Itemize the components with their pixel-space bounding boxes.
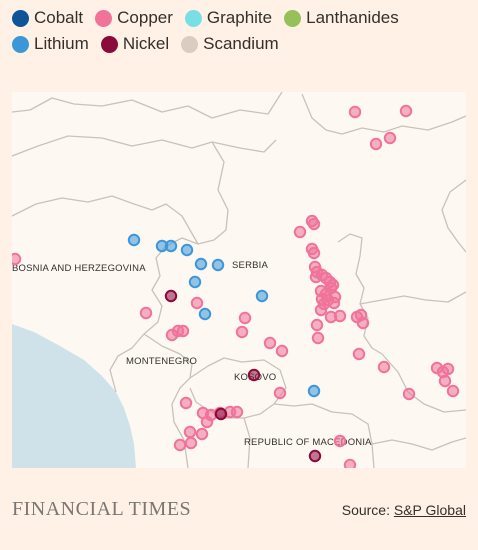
lithium-site-marker[interactable] bbox=[180, 243, 194, 257]
site-markers bbox=[12, 104, 460, 468]
copper-site-marker[interactable] bbox=[273, 386, 287, 400]
legend-item-lithium: Lithium bbox=[12, 32, 89, 56]
copper-site-marker[interactable] bbox=[12, 252, 22, 266]
copper-site-marker[interactable] bbox=[230, 405, 244, 419]
legend-swatch bbox=[284, 9, 302, 27]
label-bosnia: BOSNIA AND HERZEGOVINA bbox=[12, 263, 146, 274]
copper-site-marker[interactable] bbox=[441, 362, 455, 376]
source-link[interactable]: S&P Global bbox=[393, 502, 466, 518]
legend-swatch bbox=[181, 35, 199, 53]
footer: FINANCIAL TIMES Source: S&P Global bbox=[12, 498, 466, 521]
lithium-site-marker[interactable] bbox=[307, 384, 321, 398]
copper-site-marker[interactable] bbox=[356, 316, 370, 330]
copper-site-marker[interactable] bbox=[238, 311, 252, 325]
lithium-site-marker[interactable] bbox=[127, 233, 141, 247]
copper-site-marker[interactable] bbox=[383, 131, 397, 145]
map[interactable]: BOSNIA AND HERZEGOVINA SERBIA MONTENEGRO… bbox=[12, 92, 466, 468]
legend-item-cobalt: Cobalt bbox=[12, 6, 83, 30]
legend-label: Nickel bbox=[122, 34, 170, 53]
legend-label: Scandium bbox=[203, 34, 279, 53]
source-credit: Source: S&P Global bbox=[342, 502, 466, 518]
copper-site-marker[interactable] bbox=[190, 296, 204, 310]
legend-label: Graphite bbox=[206, 8, 273, 27]
lithium-site-marker[interactable] bbox=[164, 239, 178, 253]
legend-label: Lithium bbox=[34, 34, 89, 53]
copper-site-marker[interactable] bbox=[348, 105, 362, 119]
legend: Cobalt Copper Graphite Lanthanides Lithium Ni… bbox=[12, 6, 472, 56]
copper-site-marker[interactable] bbox=[173, 438, 187, 452]
lithium-site-marker[interactable] bbox=[188, 275, 202, 289]
copper-site-marker[interactable] bbox=[327, 296, 341, 310]
adriatic-sea bbox=[12, 324, 136, 468]
copper-site-marker[interactable] bbox=[352, 347, 366, 361]
brand-logo: FINANCIAL TIMES bbox=[12, 498, 192, 520]
copper-site-marker[interactable] bbox=[179, 396, 193, 410]
copper-site-marker[interactable] bbox=[310, 318, 324, 332]
copper-site-marker[interactable] bbox=[377, 360, 391, 374]
copper-site-marker[interactable] bbox=[195, 427, 209, 441]
legend-item-lanthanides: Lanthanides bbox=[284, 6, 399, 30]
copper-site-marker[interactable] bbox=[235, 325, 249, 339]
copper-site-marker[interactable] bbox=[314, 303, 328, 317]
copper-site-marker[interactable] bbox=[275, 344, 289, 358]
copper-site-marker[interactable] bbox=[369, 137, 383, 151]
copper-site-marker[interactable] bbox=[438, 374, 452, 388]
legend-item-copper: Copper bbox=[95, 6, 173, 30]
copper-site-marker[interactable] bbox=[333, 309, 347, 323]
copper-site-marker[interactable] bbox=[399, 104, 413, 118]
legend-swatch bbox=[12, 9, 29, 27]
legend-item-scandium: Scandium bbox=[181, 32, 279, 56]
legend-swatch bbox=[100, 35, 118, 53]
lithium-site-marker[interactable] bbox=[255, 289, 269, 303]
nickel-site-marker[interactable] bbox=[214, 407, 228, 421]
label-montenegro: MONTENEGRO bbox=[126, 356, 197, 367]
copper-site-marker[interactable] bbox=[446, 384, 460, 398]
lithium-site-marker[interactable] bbox=[198, 307, 212, 321]
country-borders bbox=[12, 92, 466, 468]
legend-swatch bbox=[184, 9, 202, 27]
legend-item-graphite: Graphite bbox=[184, 6, 273, 30]
copper-site-marker[interactable] bbox=[305, 242, 319, 256]
copper-site-marker[interactable] bbox=[307, 217, 321, 231]
copper-site-marker[interactable] bbox=[183, 425, 197, 439]
copper-site-marker[interactable] bbox=[402, 387, 416, 401]
nickel-site-marker[interactable] bbox=[308, 449, 322, 463]
legend-swatch bbox=[95, 9, 113, 27]
lithium-site-marker[interactable] bbox=[211, 258, 225, 272]
label-macedonia: REPUBLIC OF MACEDONIA bbox=[244, 437, 372, 448]
nickel-site-marker[interactable] bbox=[247, 368, 261, 382]
copper-site-marker[interactable] bbox=[263, 336, 277, 350]
source-prefix: Source: bbox=[341, 502, 394, 518]
copper-site-marker[interactable] bbox=[311, 331, 325, 345]
lithium-site-marker[interactable] bbox=[194, 257, 208, 271]
legend-item-nickel: Nickel bbox=[100, 32, 170, 56]
legend-label: Cobalt bbox=[34, 8, 84, 27]
label-serbia: SERBIA bbox=[232, 260, 269, 271]
legend-label: Lanthanides bbox=[306, 8, 399, 27]
copper-site-marker[interactable] bbox=[293, 225, 307, 239]
copper-site-marker[interactable] bbox=[176, 324, 190, 338]
copper-site-marker[interactable] bbox=[139, 306, 153, 320]
nickel-site-marker[interactable] bbox=[164, 289, 178, 303]
copper-site-marker[interactable] bbox=[343, 458, 357, 468]
copper-site-marker[interactable] bbox=[184, 436, 198, 450]
legend-swatch bbox=[12, 35, 29, 53]
copper-site-marker[interactable] bbox=[333, 434, 347, 448]
legend-label: Copper bbox=[117, 8, 173, 27]
map-canvas: BOSNIA AND HERZEGOVINA SERBIA MONTENEGRO… bbox=[12, 92, 466, 468]
